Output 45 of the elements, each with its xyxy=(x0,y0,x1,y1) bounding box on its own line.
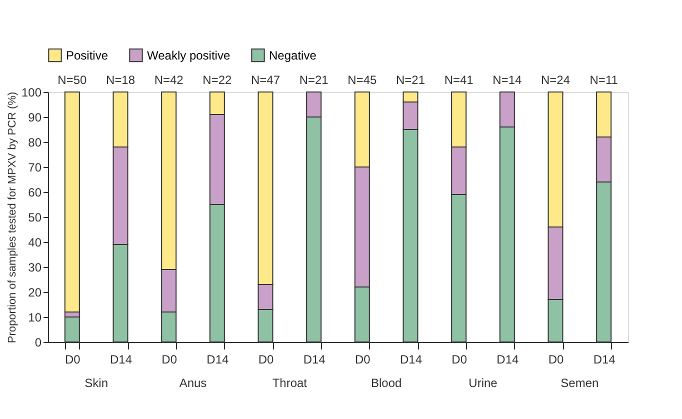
x-tick-label: D14 xyxy=(303,352,326,366)
x-tick-label: D14 xyxy=(400,352,422,366)
text: Semen xyxy=(560,376,599,390)
text: N=21 xyxy=(396,73,426,87)
y-tick-label: 30 xyxy=(28,260,42,274)
y-tick-label: 70 xyxy=(28,160,42,174)
x-tick-label: D0 xyxy=(452,352,468,366)
x-tick-label: D14 xyxy=(593,352,616,366)
text: N=14 xyxy=(492,73,522,87)
y-tick-label: 100 xyxy=(21,86,42,100)
x-tick-label: D0 xyxy=(258,352,274,366)
text: Blood xyxy=(370,376,402,390)
x-tick-label: D0 xyxy=(162,352,178,366)
y-tick-label: 10 xyxy=(28,310,42,324)
text: N=22 xyxy=(202,73,232,87)
legend-label: Negative xyxy=(269,48,317,62)
text: N=24 xyxy=(540,73,570,87)
text: N=42 xyxy=(154,73,184,87)
x-tick-label: D14 xyxy=(496,352,519,366)
y-tick-label: 80 xyxy=(28,136,42,150)
text: Throat xyxy=(272,376,308,390)
y-tick-label: 0 xyxy=(34,336,42,350)
y-tick-label: 40 xyxy=(28,236,42,250)
legend-label: Positive xyxy=(66,48,108,62)
text: Skin xyxy=(84,376,108,390)
y-tick-label: 50 xyxy=(28,210,42,224)
y-tick-label: 60 xyxy=(28,186,42,200)
text: N=45 xyxy=(348,73,377,87)
text: N=18 xyxy=(106,73,136,87)
x-tick-label: D14 xyxy=(206,352,229,366)
y-tick-label: 20 xyxy=(28,286,42,300)
x-tick-label: D14 xyxy=(110,352,132,366)
text: N=11 xyxy=(590,73,618,87)
x-tick-label: D0 xyxy=(354,352,371,366)
text: N=47 xyxy=(250,73,280,87)
text: Urine xyxy=(468,376,498,390)
y-tick-label: 90 xyxy=(28,110,42,124)
text: N=21 xyxy=(299,73,329,87)
x-tick-label: D0 xyxy=(64,352,81,366)
text: N=41 xyxy=(444,73,474,87)
x-tick-label: D0 xyxy=(548,352,564,366)
y-axis-title: Proportion of samples tested for MPXV by PCR (%) xyxy=(6,92,18,344)
text: Anus xyxy=(179,376,207,390)
text: N=50 xyxy=(58,73,87,87)
legend-label: Weakly positive xyxy=(147,48,230,62)
